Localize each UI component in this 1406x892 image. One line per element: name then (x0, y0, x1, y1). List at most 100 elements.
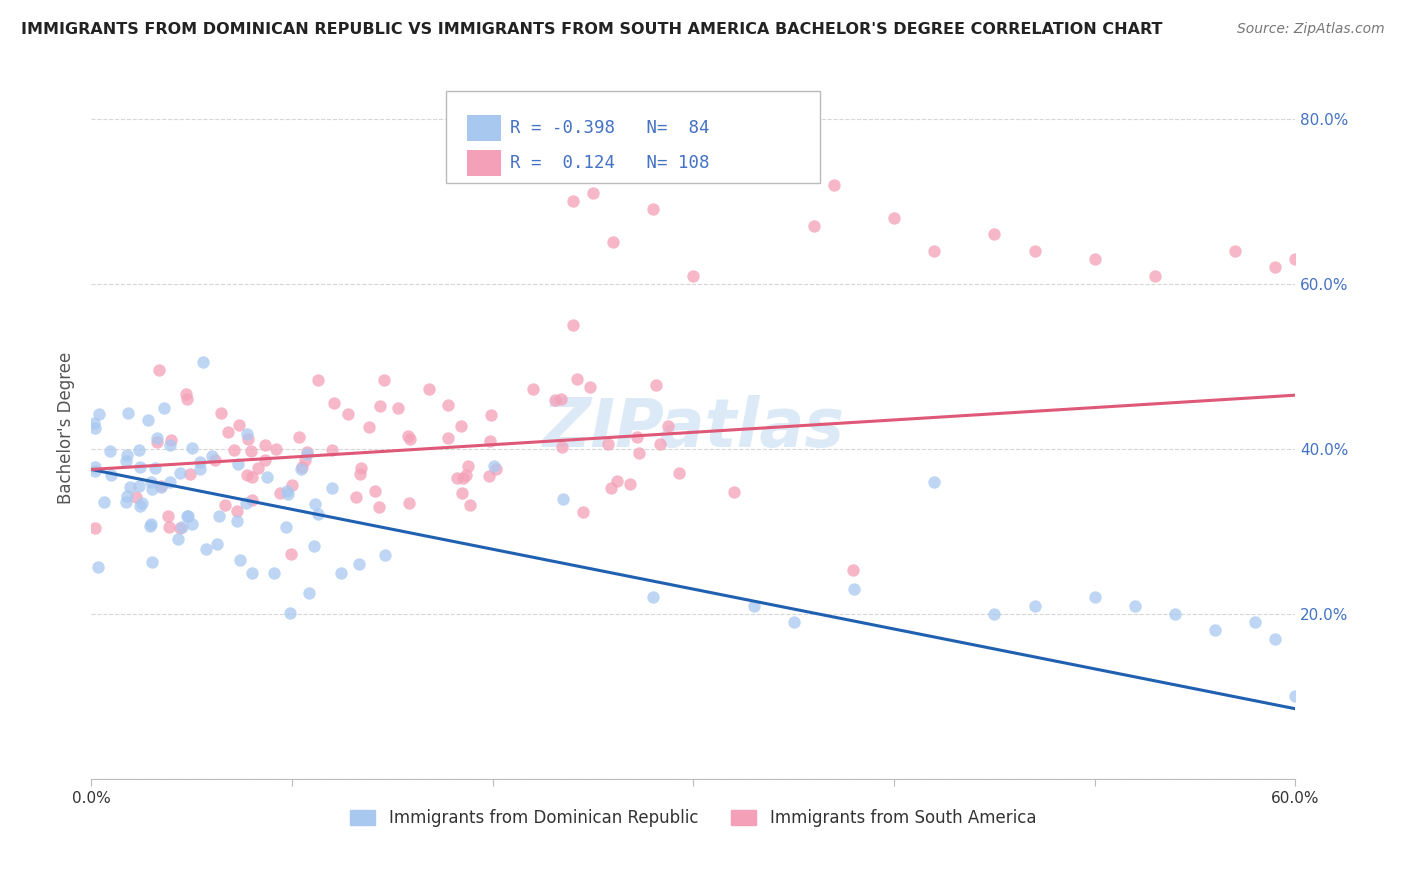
Point (321, 481, 343, 495)
Point (125, 490, 148, 504)
Point (188, 461, 211, 475)
Point (180, 516, 202, 531)
Point (176, 392, 198, 407)
Point (214, 498, 236, 512)
Point (207, 537, 229, 551)
Point (349, 467, 371, 482)
Point (648, 437, 671, 451)
Point (304, 497, 326, 511)
Point (451, 470, 474, 484)
Point (482, 458, 505, 473)
Point (295, 447, 318, 461)
Point (160, 433, 183, 447)
Point (146, 434, 169, 449)
Point (599, 481, 621, 495)
Point (626, 430, 648, 444)
Point (253, 438, 276, 452)
Point (418, 382, 440, 396)
Point (278, 607, 301, 621)
Point (350, 461, 373, 475)
Point (84, 421, 107, 435)
Point (398, 496, 420, 510)
Point (645, 378, 668, 392)
Point (159, 438, 181, 452)
Point (148, 362, 170, 376)
Text: ZIPatlas: ZIPatlas (543, 395, 845, 461)
Y-axis label: Bachelor's Degree: Bachelor's Degree (58, 352, 75, 504)
Point (451, 485, 474, 500)
Point (922, 475, 945, 489)
Point (1264, 632, 1286, 646)
Point (823, 178, 845, 192)
Point (782, 615, 804, 629)
Point (682, 268, 704, 283)
Point (87, 408, 110, 422)
Point (922, 244, 945, 258)
Point (446, 471, 468, 485)
Point (1164, 607, 1187, 621)
Point (166, 532, 188, 546)
Point (330, 566, 353, 581)
Point (120, 480, 142, 494)
Point (682, 161, 704, 176)
Point (1324, 277, 1347, 291)
Point (742, 128, 765, 143)
Point (1084, 591, 1107, 605)
FancyBboxPatch shape (447, 92, 820, 183)
Point (176, 508, 198, 523)
Point (263, 566, 285, 581)
Point (150, 479, 173, 493)
Point (281, 478, 304, 492)
Point (247, 460, 270, 475)
Point (387, 401, 409, 415)
Point (236, 432, 259, 446)
Point (225, 514, 247, 528)
Point (235, 496, 257, 510)
Point (479, 409, 502, 423)
Point (264, 442, 287, 456)
Point (236, 468, 259, 483)
Point (1204, 624, 1226, 638)
Point (450, 419, 472, 434)
Point (201, 450, 224, 464)
Point (842, 563, 865, 577)
Point (668, 467, 690, 481)
Point (204, 453, 226, 467)
Point (139, 519, 162, 533)
Point (297, 445, 319, 459)
Point (115, 495, 138, 509)
Point (139, 475, 162, 490)
Point (277, 487, 299, 501)
Point (458, 499, 481, 513)
Point (457, 458, 479, 473)
Point (522, 382, 544, 396)
Point (627, 445, 650, 459)
Point (84, 521, 107, 535)
Point (141, 483, 163, 497)
Point (582, 186, 605, 200)
Point (136, 412, 159, 426)
Point (176, 387, 198, 401)
Point (170, 519, 193, 533)
Point (643, 591, 665, 605)
Legend: Immigrants from Dominican Republic, Immigrants from South America: Immigrants from Dominican Republic, Immi… (343, 803, 1043, 834)
Point (235, 426, 257, 441)
Point (1123, 599, 1146, 613)
Point (128, 442, 150, 457)
Text: Source: ZipAtlas.com: Source: ZipAtlas.com (1237, 22, 1385, 37)
Point (256, 469, 278, 483)
Point (157, 508, 180, 523)
Point (572, 505, 595, 519)
Point (128, 478, 150, 492)
Point (567, 371, 589, 385)
Point (883, 211, 905, 225)
Point (454, 467, 477, 482)
Point (240, 493, 263, 508)
Point (294, 453, 316, 467)
Point (240, 470, 263, 484)
Point (478, 468, 501, 483)
Point (177, 509, 200, 524)
Point (643, 202, 665, 217)
Point (437, 398, 460, 412)
Point (217, 425, 239, 439)
